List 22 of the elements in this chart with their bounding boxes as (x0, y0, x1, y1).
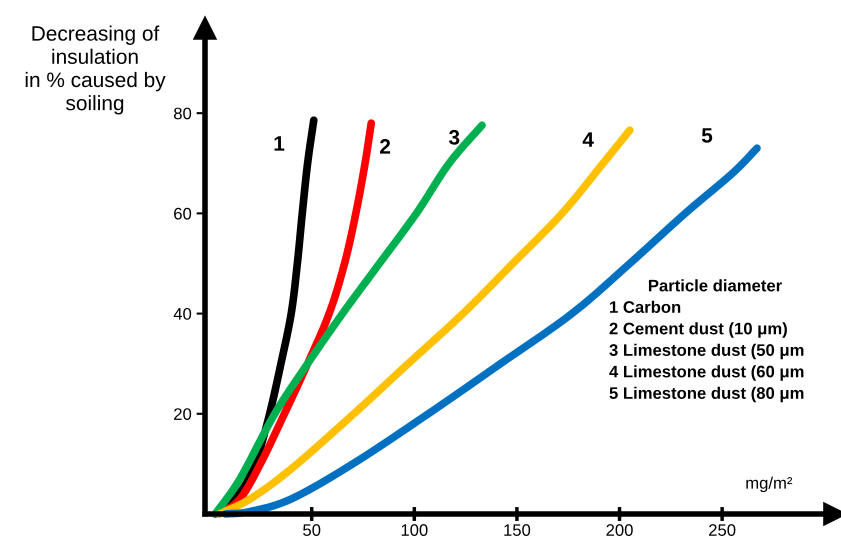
series-label: 3 (448, 130, 460, 145)
series-label: 4 (582, 132, 594, 147)
y-axis-title: Decreasing of insulation in % caused by soiling (26, 25, 166, 115)
y-tick-label: 20 (174, 408, 192, 420)
x-tick-label: 250 (709, 524, 736, 536)
y-tick-label: 80 (174, 108, 192, 120)
x-tick-label: 200 (606, 524, 633, 536)
x-tick-label: 100 (402, 524, 428, 536)
y-tick-label: 60 (174, 208, 192, 220)
series-label: 2 (380, 139, 390, 154)
annotation: 3 Limestone dust (50 μm (609, 344, 804, 360)
x-tick-label: 150 (504, 524, 530, 536)
annotation: Particle diameter (648, 279, 782, 292)
annotation: 1 Carbon (610, 300, 680, 313)
annotation: 2 Cement dust (10 μm) (610, 322, 787, 338)
series-label: 5 (702, 128, 712, 143)
x-axis-title: mg/m² (746, 476, 792, 492)
series-label: 1 (274, 136, 284, 151)
y-tick-label: 40 (174, 308, 192, 320)
annotation: 4 Limestone dust (60 μm (609, 365, 804, 381)
x-tick-label: 50 (303, 524, 320, 536)
annotation: 5 Limestone dust (80 μm (610, 386, 804, 402)
